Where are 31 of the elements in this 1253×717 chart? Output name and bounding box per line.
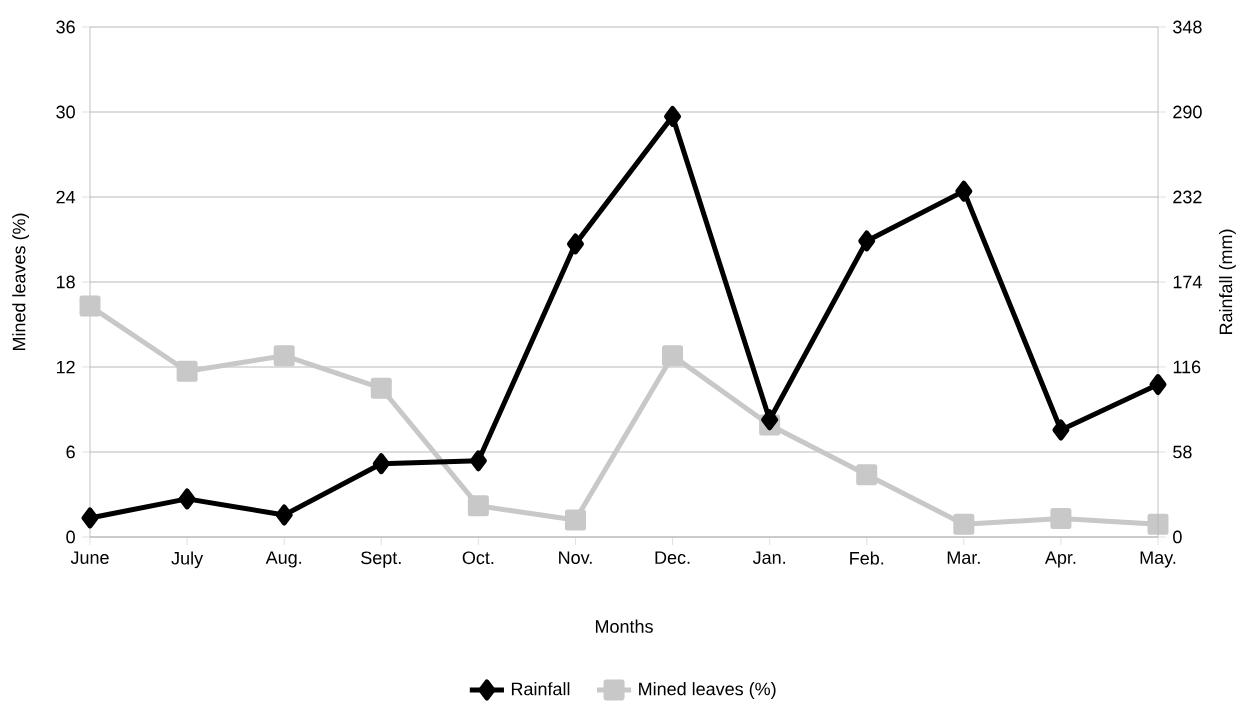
x-tick-label: Apr. — [1044, 551, 1076, 568]
y2-tick-label: 290 — [1173, 105, 1202, 119]
x-tick-label: Feb. — [850, 551, 884, 565]
y-axis-title: Mined leaves (%) — [12, 213, 29, 351]
x-tick-label: Mar. — [947, 551, 980, 564]
y-tick-label: 36 — [56, 20, 75, 34]
x-axis-title: Months — [595, 619, 653, 633]
y2-tick-label: 174 — [1173, 275, 1202, 289]
y2-tick-label: 0 — [1173, 530, 1182, 544]
x-tick-label: Jan. — [752, 551, 785, 564]
y-tick-label: 12 — [56, 360, 75, 374]
x-tick-label: Dec. — [655, 551, 690, 564]
y-tick-label: 24 — [56, 190, 76, 204]
y-tick-label: 0 — [66, 530, 75, 544]
x-tick-label: May. — [1140, 551, 1176, 568]
x-tick-label: July — [171, 551, 204, 569]
y2-tick-label: 232 — [1173, 190, 1202, 204]
x-tick-label: Aug. — [265, 551, 302, 568]
x-tick-label: June — [70, 551, 109, 564]
y-tick-label: 6 — [66, 445, 75, 459]
y2-tick-label: 348 — [1173, 20, 1202, 34]
y-tick-label: 18 — [56, 275, 75, 289]
y2-axis-title: Rainfall (mm) — [1219, 229, 1236, 335]
x-tick-label: Nov. — [559, 551, 592, 564]
legend-label: Rainfall — [511, 682, 570, 696]
x-tick-label: Oct. — [462, 551, 494, 565]
y-tick-label: 30 — [56, 105, 75, 119]
x-tick-label: Sept. — [361, 551, 401, 568]
y2-tick-label: 58 — [1173, 445, 1192, 459]
legend-label: Mined leaves (%) — [639, 682, 776, 699]
y2-tick-label: 116 — [1173, 360, 1201, 374]
